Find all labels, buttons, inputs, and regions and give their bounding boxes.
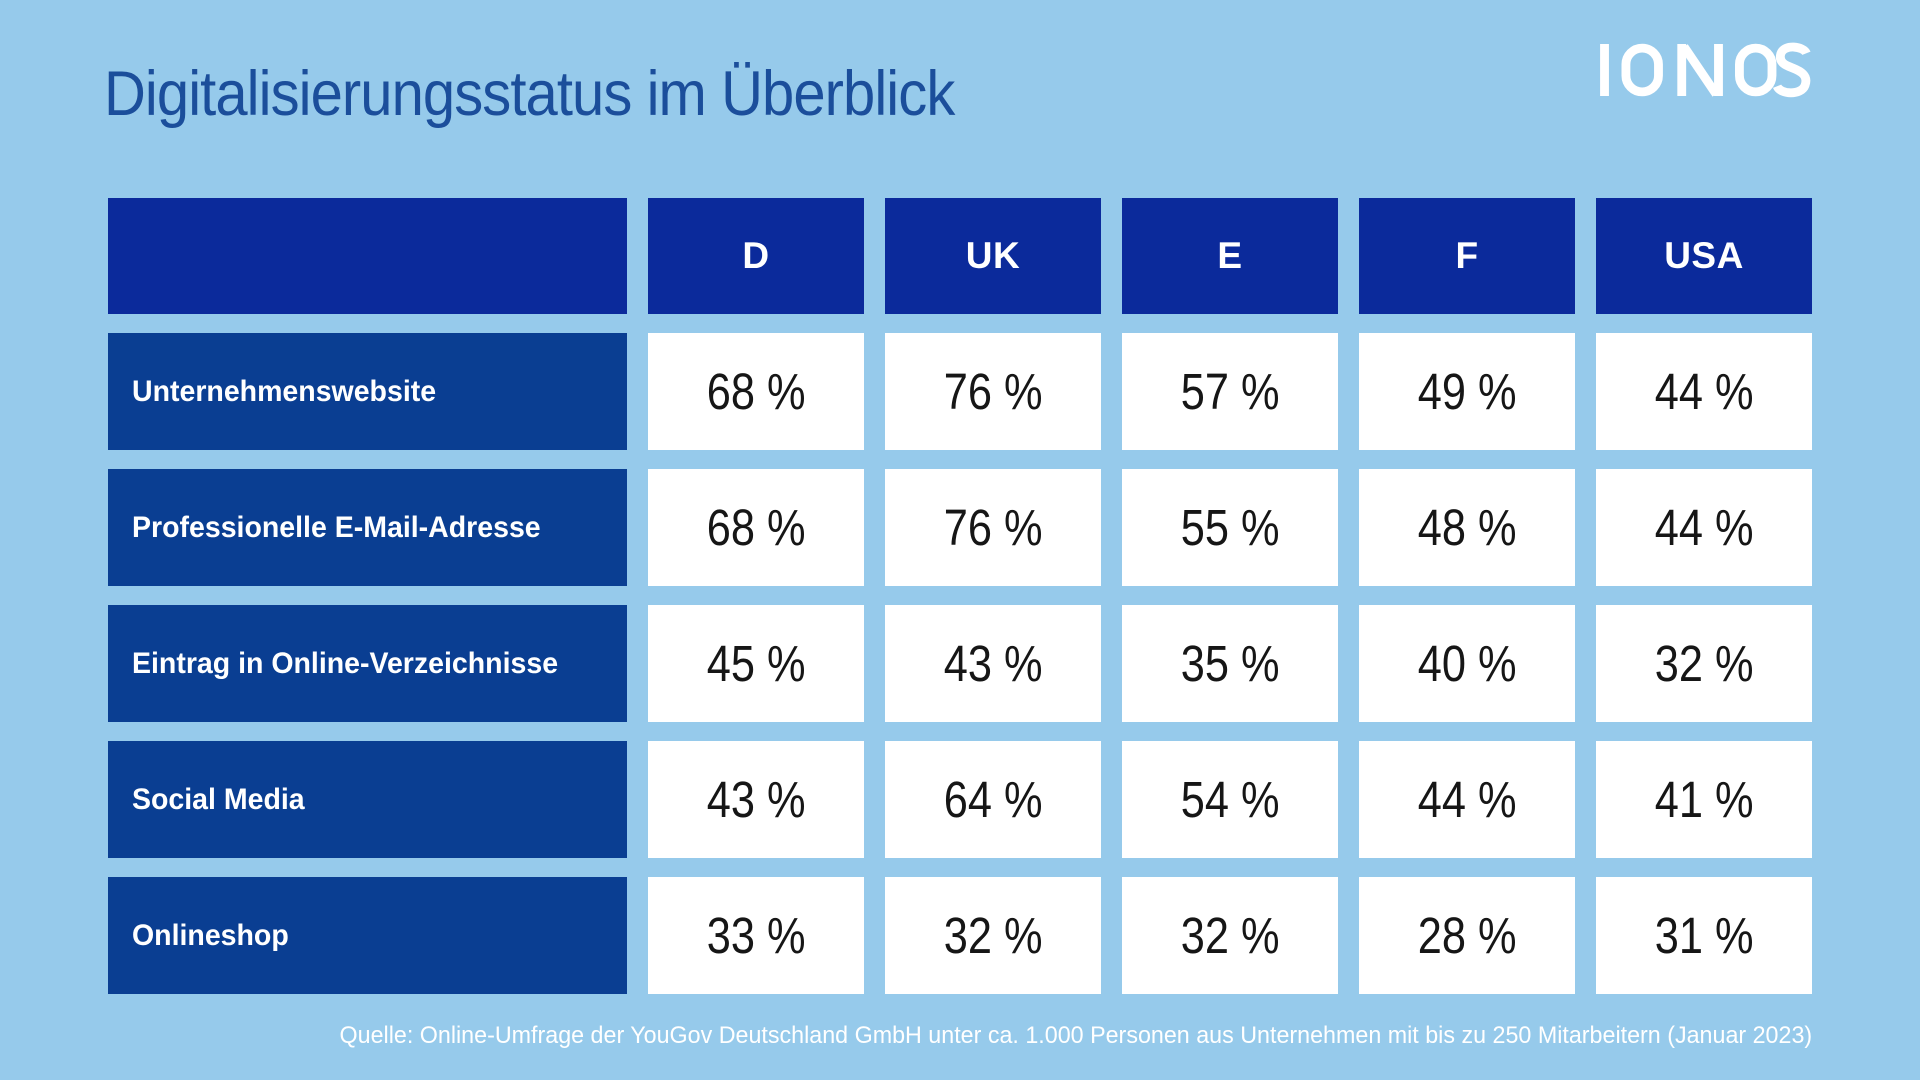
value-cell-d: 43 %: [648, 741, 864, 858]
value-cell-d-text: 68 %: [706, 363, 806, 420]
value-cell-f-text: 44 %: [1417, 771, 1517, 828]
value-cell-usa-text: 31 %: [1654, 907, 1754, 964]
value-cell-e: 57 %: [1122, 333, 1338, 450]
value-cell-e: 55 %: [1122, 469, 1338, 586]
value-cell-f-text: 48 %: [1417, 499, 1517, 556]
page-title: Digitalisierungsstatus im Überblick: [104, 59, 955, 129]
value-cell-d: 68 %: [648, 469, 864, 586]
value-cell-usa-text: 44 %: [1654, 499, 1754, 556]
value-cell-d: 68 %: [648, 333, 864, 450]
value-cell-e-text: 32 %: [1180, 907, 1280, 964]
value-cell-e: 32 %: [1122, 877, 1338, 994]
value-cell-uk-text: 64 %: [943, 771, 1043, 828]
value-cell-d-text: 33 %: [706, 907, 806, 964]
value-cell-f: 49 %: [1359, 333, 1575, 450]
column-header-f: F: [1359, 198, 1575, 314]
value-cell-usa-text: 41 %: [1654, 771, 1754, 828]
value-cell-e-text: 35 %: [1180, 635, 1280, 692]
column-header-d: D: [648, 198, 864, 314]
value-cell-d: 45 %: [648, 605, 864, 722]
column-header-usa-text: USA: [1664, 235, 1744, 276]
column-header-uk: UK: [885, 198, 1101, 314]
row-label: Unternehmenswebsite: [108, 333, 627, 450]
value-cell-f: 40 %: [1359, 605, 1575, 722]
source-note: Quelle: Online-Umfrage der YouGov Deutsc…: [339, 1022, 1812, 1049]
value-cell-uk: 76 %: [885, 469, 1101, 586]
value-cell-f: 44 %: [1359, 741, 1575, 858]
value-cell-e-text: 55 %: [1180, 499, 1280, 556]
ionos-logo-icon: [1600, 42, 1811, 98]
value-cell-usa: 44 %: [1596, 469, 1812, 586]
value-cell-usa: 31 %: [1596, 877, 1812, 994]
value-cell-f-text: 40 %: [1417, 635, 1517, 692]
row-label: Onlineshop: [108, 877, 627, 994]
value-cell-uk: 64 %: [885, 741, 1101, 858]
row-label-text: Social Media: [132, 782, 305, 816]
digitalization-table: D UK E F USA Unternehmenswebsite 68 % 76 % 57 % 4…: [108, 198, 1812, 994]
row-label: Professionelle E-Mail-Adresse: [108, 469, 627, 586]
column-header-f-text: F: [1455, 235, 1479, 276]
row-label-text: Unternehmenswebsite: [132, 374, 437, 408]
row-label-text: Eintrag in Online-Verzeichnisse: [132, 646, 559, 680]
value-cell-e: 35 %: [1122, 605, 1338, 722]
column-header-d-text: D: [742, 235, 770, 276]
value-cell-uk-text: 32 %: [943, 907, 1043, 964]
row-label-text: Onlineshop: [132, 918, 289, 952]
column-header-uk-text: UK: [965, 235, 1021, 276]
value-cell-e-text: 57 %: [1180, 363, 1280, 420]
value-cell-uk: 43 %: [885, 605, 1101, 722]
value-cell-d-text: 68 %: [706, 499, 806, 556]
value-cell-uk-text: 76 %: [943, 499, 1043, 556]
value-cell-d-text: 43 %: [706, 771, 806, 828]
value-cell-d: 33 %: [648, 877, 864, 994]
row-label-text: Professionelle E-Mail-Adresse: [132, 510, 541, 544]
value-cell-uk-text: 43 %: [943, 635, 1043, 692]
value-cell-f: 28 %: [1359, 877, 1575, 994]
value-cell-usa-text: 44 %: [1654, 363, 1754, 420]
column-header-e-text: E: [1217, 235, 1243, 276]
value-cell-d-text: 45 %: [706, 635, 806, 692]
value-cell-f-text: 49 %: [1417, 363, 1517, 420]
value-cell-f: 48 %: [1359, 469, 1575, 586]
column-header-usa: USA: [1596, 198, 1812, 314]
value-cell-usa-text: 32 %: [1654, 635, 1754, 692]
ionos-logo: [1598, 40, 1812, 100]
header-corner-cell: [108, 198, 627, 314]
value-cell-usa: 32 %: [1596, 605, 1812, 722]
value-cell-uk-text: 76 %: [943, 363, 1043, 420]
row-label: Social Media: [108, 741, 627, 858]
value-cell-usa: 44 %: [1596, 333, 1812, 450]
row-label: Eintrag in Online-Verzeichnisse: [108, 605, 627, 722]
value-cell-usa: 41 %: [1596, 741, 1812, 858]
value-cell-f-text: 28 %: [1417, 907, 1517, 964]
value-cell-e: 54 %: [1122, 741, 1338, 858]
value-cell-uk: 32 %: [885, 877, 1101, 994]
column-header-e: E: [1122, 198, 1338, 314]
value-cell-e-text: 54 %: [1180, 771, 1280, 828]
value-cell-uk: 76 %: [885, 333, 1101, 450]
